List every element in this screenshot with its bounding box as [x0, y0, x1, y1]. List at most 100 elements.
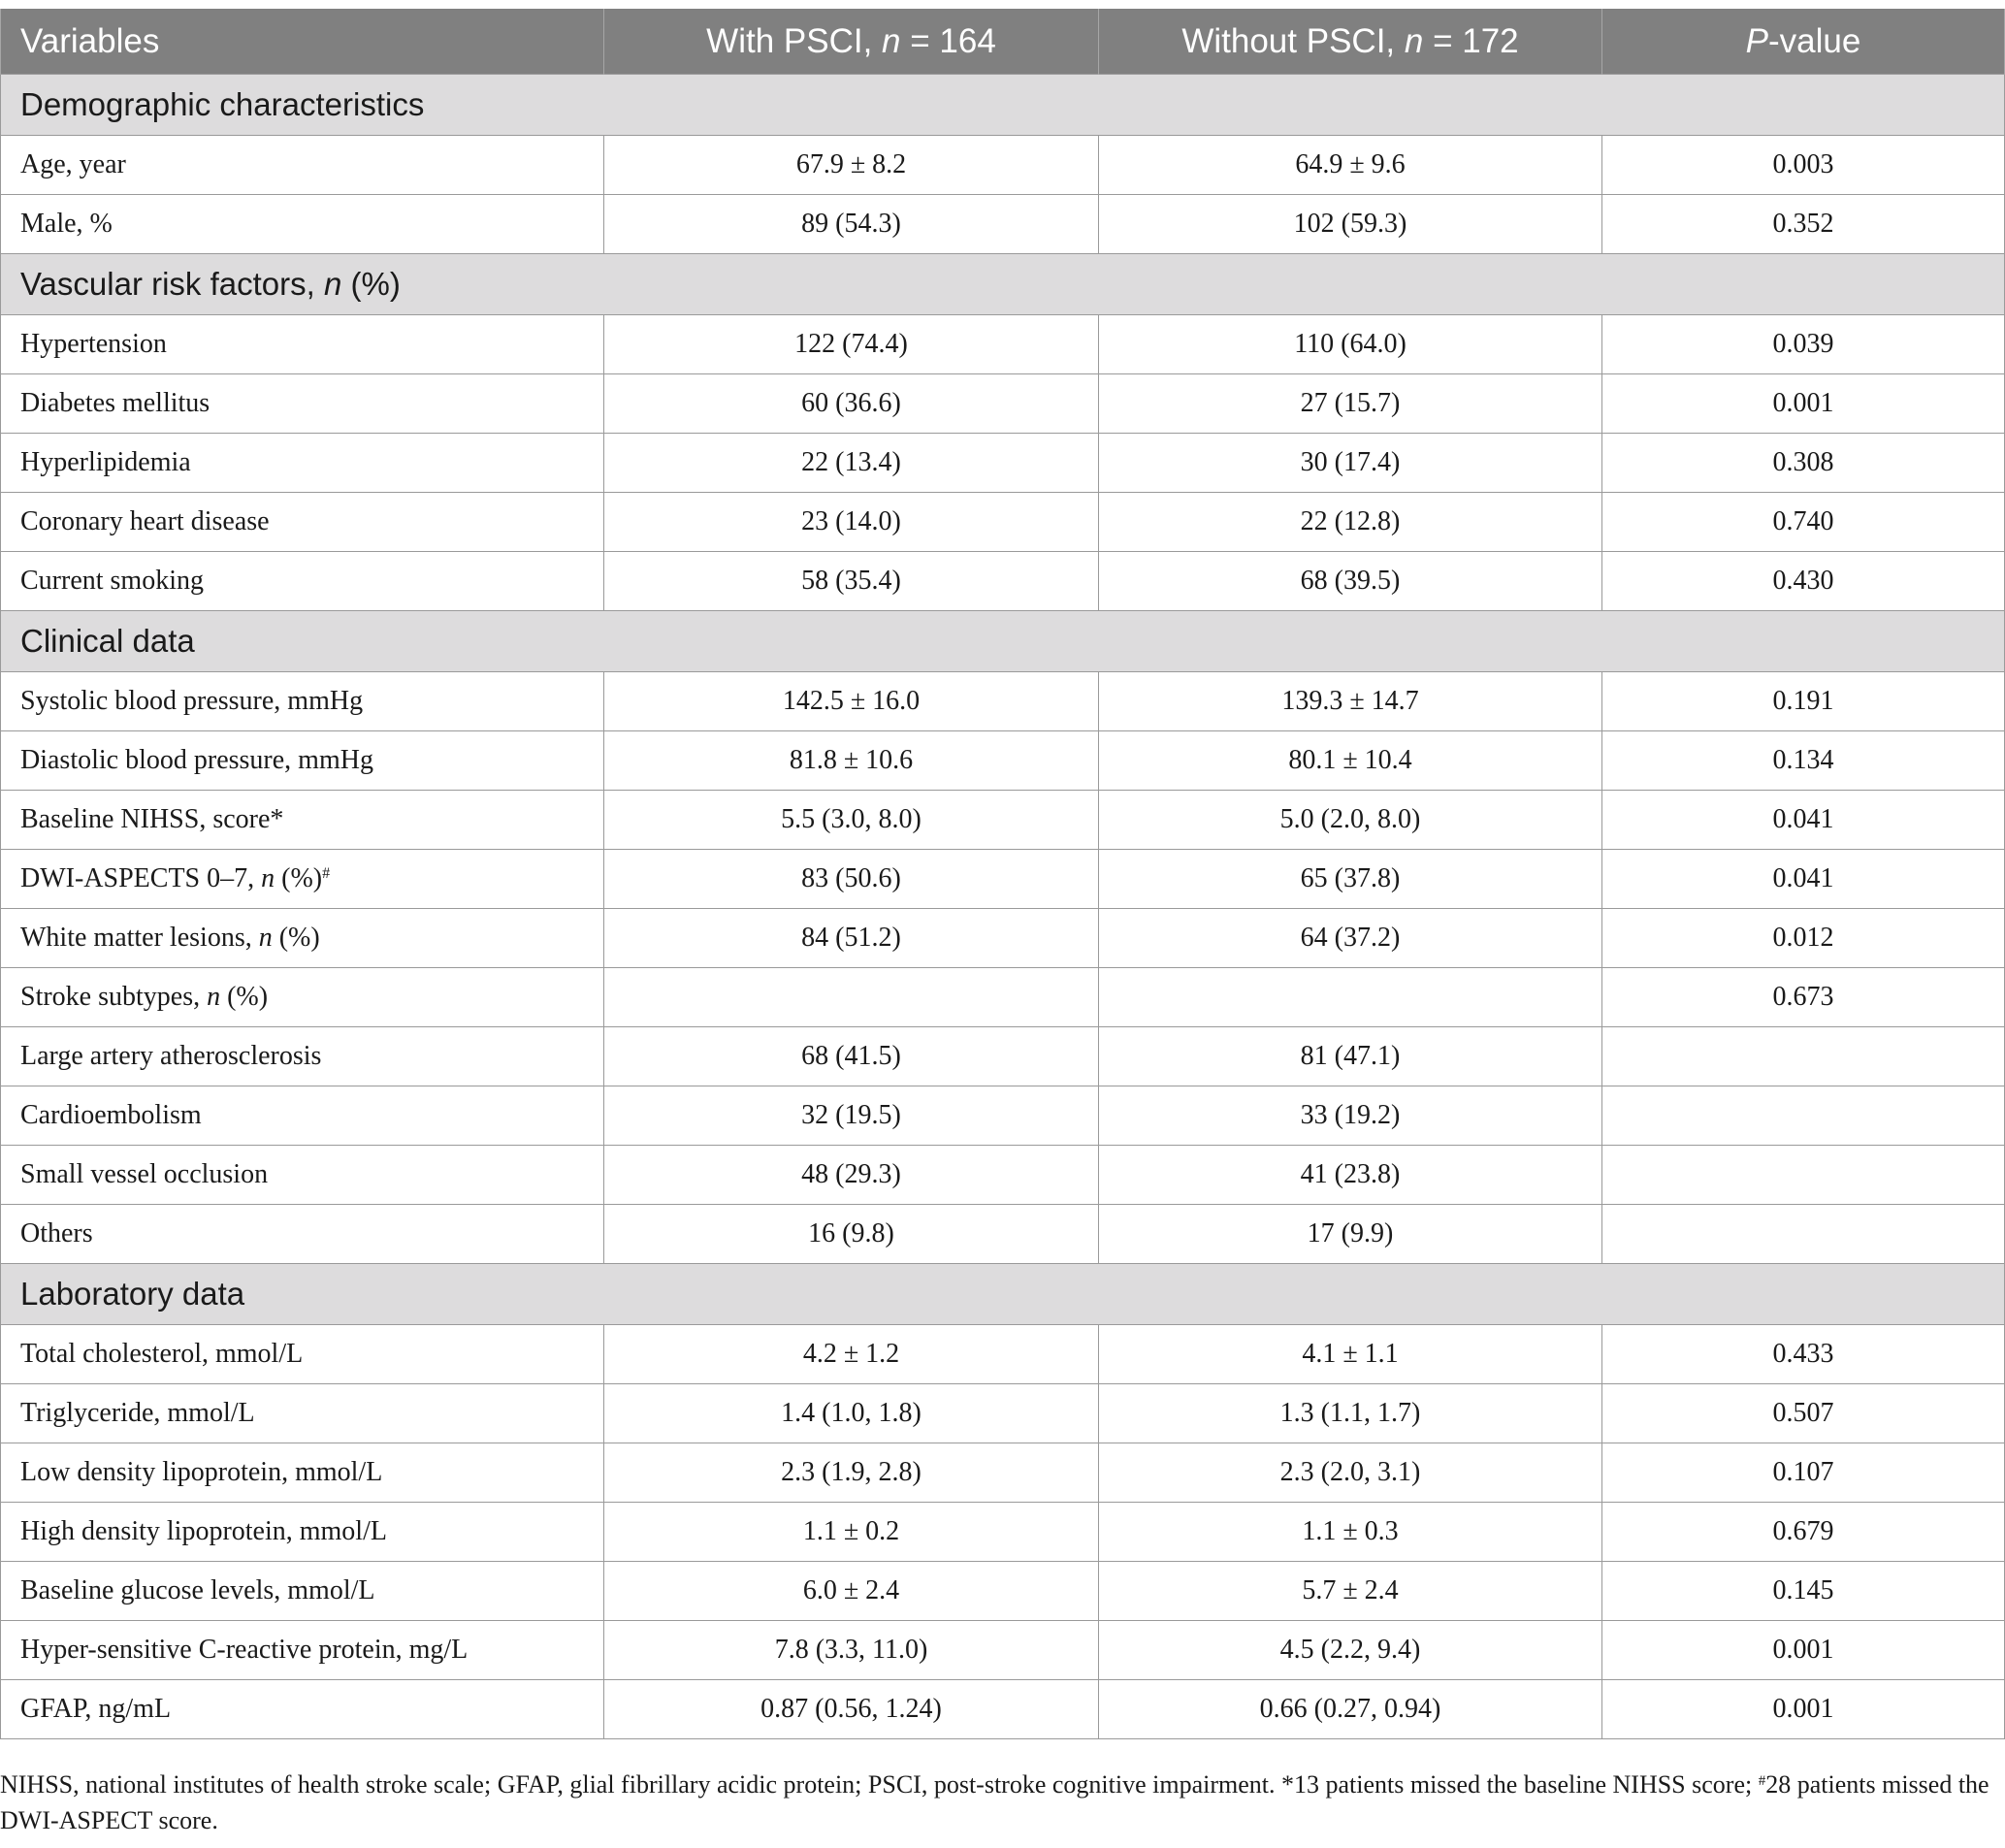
cell-p-value [1601, 1086, 2005, 1146]
table-row: Stroke subtypes, n (%) 0.673 [0, 967, 2005, 1027]
table-row: Others 16 (9.8) 17 (9.9) [0, 1204, 2005, 1264]
table-row: GFAP, ng/mL 0.87 (0.56, 1.24) 0.66 (0.27… [0, 1679, 2005, 1739]
row-label: Triglyceride, mmol/L [0, 1383, 604, 1443]
section-vascular: Vascular risk factors, n (%) [0, 253, 2005, 315]
row-label: High density lipoprotein, mmol/L [0, 1502, 604, 1562]
table-row: Hypertension 122 (74.4) 110 (64.0) 0.039 [0, 314, 2005, 374]
cell-without-psci: 5.0 (2.0, 8.0) [1098, 790, 1602, 850]
table-header-row: Variables With PSCI, n = 164 Without PSC… [0, 9, 2005, 75]
row-label: GFAP, ng/mL [0, 1679, 604, 1739]
row-label: White matter lesions, n (%) [0, 908, 604, 968]
cell-p-value: 0.191 [1601, 671, 2005, 731]
cell-p-value: 0.507 [1601, 1383, 2005, 1443]
table-row: Diabetes mellitus 60 (36.6) 27 (15.7) 0.… [0, 373, 2005, 434]
cell-p-value: 0.041 [1601, 849, 2005, 909]
row-label: Hyperlipidemia [0, 433, 604, 493]
row-label: Diabetes mellitus [0, 373, 604, 434]
cell-without-psci: 4.1 ± 1.1 [1098, 1324, 1602, 1384]
cell-p-value: 0.041 [1601, 790, 2005, 850]
cell-with-psci: 7.8 (3.3, 11.0) [603, 1620, 1099, 1680]
row-label: Systolic blood pressure, mmHg [0, 671, 604, 731]
row-label: Small vessel occlusion [0, 1145, 604, 1205]
cell-p-value: 0.001 [1601, 1679, 2005, 1739]
cell-with-psci: 22 (13.4) [603, 433, 1099, 493]
table-row: Triglyceride, mmol/L 1.4 (1.0, 1.8) 1.3 … [0, 1383, 2005, 1443]
section-laboratory: Laboratory data [0, 1263, 2005, 1325]
cell-with-psci: 81.8 ± 10.6 [603, 730, 1099, 791]
cell-with-psci: 84 (51.2) [603, 908, 1099, 968]
table-footnote: NIHSS, national institutes of health str… [0, 1770, 1989, 1834]
cell-with-psci: 67.9 ± 8.2 [603, 135, 1099, 195]
cell-p-value [1601, 1145, 2005, 1205]
cell-with-psci: 32 (19.5) [603, 1086, 1099, 1146]
cell-p-value [1601, 1204, 2005, 1264]
row-label: Diastolic blood pressure, mmHg [0, 730, 604, 791]
row-label: Others [0, 1204, 604, 1264]
cell-p-value: 0.001 [1601, 1620, 2005, 1680]
cell-with-psci: 0.87 (0.56, 1.24) [603, 1679, 1099, 1739]
cell-with-psci [603, 967, 1099, 1027]
cell-without-psci: 2.3 (2.0, 3.1) [1098, 1443, 1602, 1503]
cell-with-psci: 89 (54.3) [603, 194, 1099, 254]
cell-with-psci: 16 (9.8) [603, 1204, 1099, 1264]
table-row: Hyper-sensitive C-reactive protein, mg/L… [0, 1620, 2005, 1680]
cell-with-psci: 6.0 ± 2.4 [603, 1561, 1099, 1621]
cell-p-value: 0.003 [1601, 135, 2005, 195]
section-title: Demographic characteristics [0, 74, 2005, 136]
cell-p-value: 0.308 [1601, 433, 2005, 493]
table-row: Age, year 67.9 ± 8.2 64.9 ± 9.6 0.003 [0, 135, 2005, 195]
table-row: High density lipoprotein, mmol/L 1.1 ± 0… [0, 1502, 2005, 1562]
row-label: Baseline glucose levels, mmol/L [0, 1561, 604, 1621]
cell-without-psci: 5.7 ± 2.4 [1098, 1561, 1602, 1621]
cell-without-psci [1098, 967, 1602, 1027]
cell-p-value: 0.352 [1601, 194, 2005, 254]
table-row: Low density lipoprotein, mmol/L 2.3 (1.9… [0, 1443, 2005, 1503]
row-label: Male, % [0, 194, 604, 254]
cell-with-psci: 83 (50.6) [603, 849, 1099, 909]
section-title: Clinical data [0, 610, 2005, 672]
cell-without-psci: 0.66 (0.27, 0.94) [1098, 1679, 1602, 1739]
row-label: Coronary heart disease [0, 492, 604, 552]
cell-p-value: 0.012 [1601, 908, 2005, 968]
cell-with-psci: 68 (41.5) [603, 1026, 1099, 1086]
footnote-mark: # [322, 865, 331, 882]
cell-without-psci: 110 (64.0) [1098, 314, 1602, 374]
header-without-psci: Without PSCI, n = 172 [1098, 9, 1602, 75]
cell-with-psci: 23 (14.0) [603, 492, 1099, 552]
cell-without-psci: 81 (47.1) [1098, 1026, 1602, 1086]
table-row: Small vessel occlusion 48 (29.3) 41 (23.… [0, 1145, 2005, 1205]
table-row: Diastolic blood pressure, mmHg 81.8 ± 10… [0, 730, 2005, 791]
cell-p-value: 0.145 [1601, 1561, 2005, 1621]
row-label: Age, year [0, 135, 604, 195]
cell-without-psci: 1.3 (1.1, 1.7) [1098, 1383, 1602, 1443]
cell-without-psci: 1.1 ± 0.3 [1098, 1502, 1602, 1562]
row-label: Stroke subtypes, n (%) [0, 967, 604, 1027]
table-row: Current smoking 58 (35.4) 68 (39.5) 0.43… [0, 551, 2005, 611]
row-label: Current smoking [0, 551, 604, 611]
cell-with-psci: 142.5 ± 16.0 [603, 671, 1099, 731]
row-label: DWI-ASPECTS 0–7, n (%)# [0, 849, 604, 909]
cell-p-value: 0.679 [1601, 1502, 2005, 1562]
table-row: Male, % 89 (54.3) 102 (59.3) 0.352 [0, 194, 2005, 254]
cell-with-psci: 2.3 (1.9, 2.8) [603, 1443, 1099, 1503]
cell-with-psci: 58 (35.4) [603, 551, 1099, 611]
cell-without-psci: 65 (37.8) [1098, 849, 1602, 909]
cell-p-value [1601, 1026, 2005, 1086]
table-row: Hyperlipidemia 22 (13.4) 30 (17.4) 0.308 [0, 433, 2005, 493]
cell-with-psci: 48 (29.3) [603, 1145, 1099, 1205]
cell-without-psci: 30 (17.4) [1098, 433, 1602, 493]
row-label: Low density lipoprotein, mmol/L [0, 1443, 604, 1503]
table-row: Large artery atherosclerosis 68 (41.5) 8… [0, 1026, 2005, 1086]
cell-without-psci: 64 (37.2) [1098, 908, 1602, 968]
cell-without-psci: 4.5 (2.2, 9.4) [1098, 1620, 1602, 1680]
header-variables: Variables [0, 9, 604, 75]
cell-without-psci: 17 (9.9) [1098, 1204, 1602, 1264]
cell-with-psci: 1.1 ± 0.2 [603, 1502, 1099, 1562]
table-row: Baseline glucose levels, mmol/L 6.0 ± 2.… [0, 1561, 2005, 1621]
table-row: Total cholesterol, mmol/L 4.2 ± 1.2 4.1 … [0, 1324, 2005, 1384]
cell-without-psci: 33 (19.2) [1098, 1086, 1602, 1146]
cell-without-psci: 68 (39.5) [1098, 551, 1602, 611]
header-with-psci: With PSCI, n = 164 [603, 9, 1099, 75]
cell-with-psci: 122 (74.4) [603, 314, 1099, 374]
row-label: Baseline NIHSS, score* [0, 790, 604, 850]
